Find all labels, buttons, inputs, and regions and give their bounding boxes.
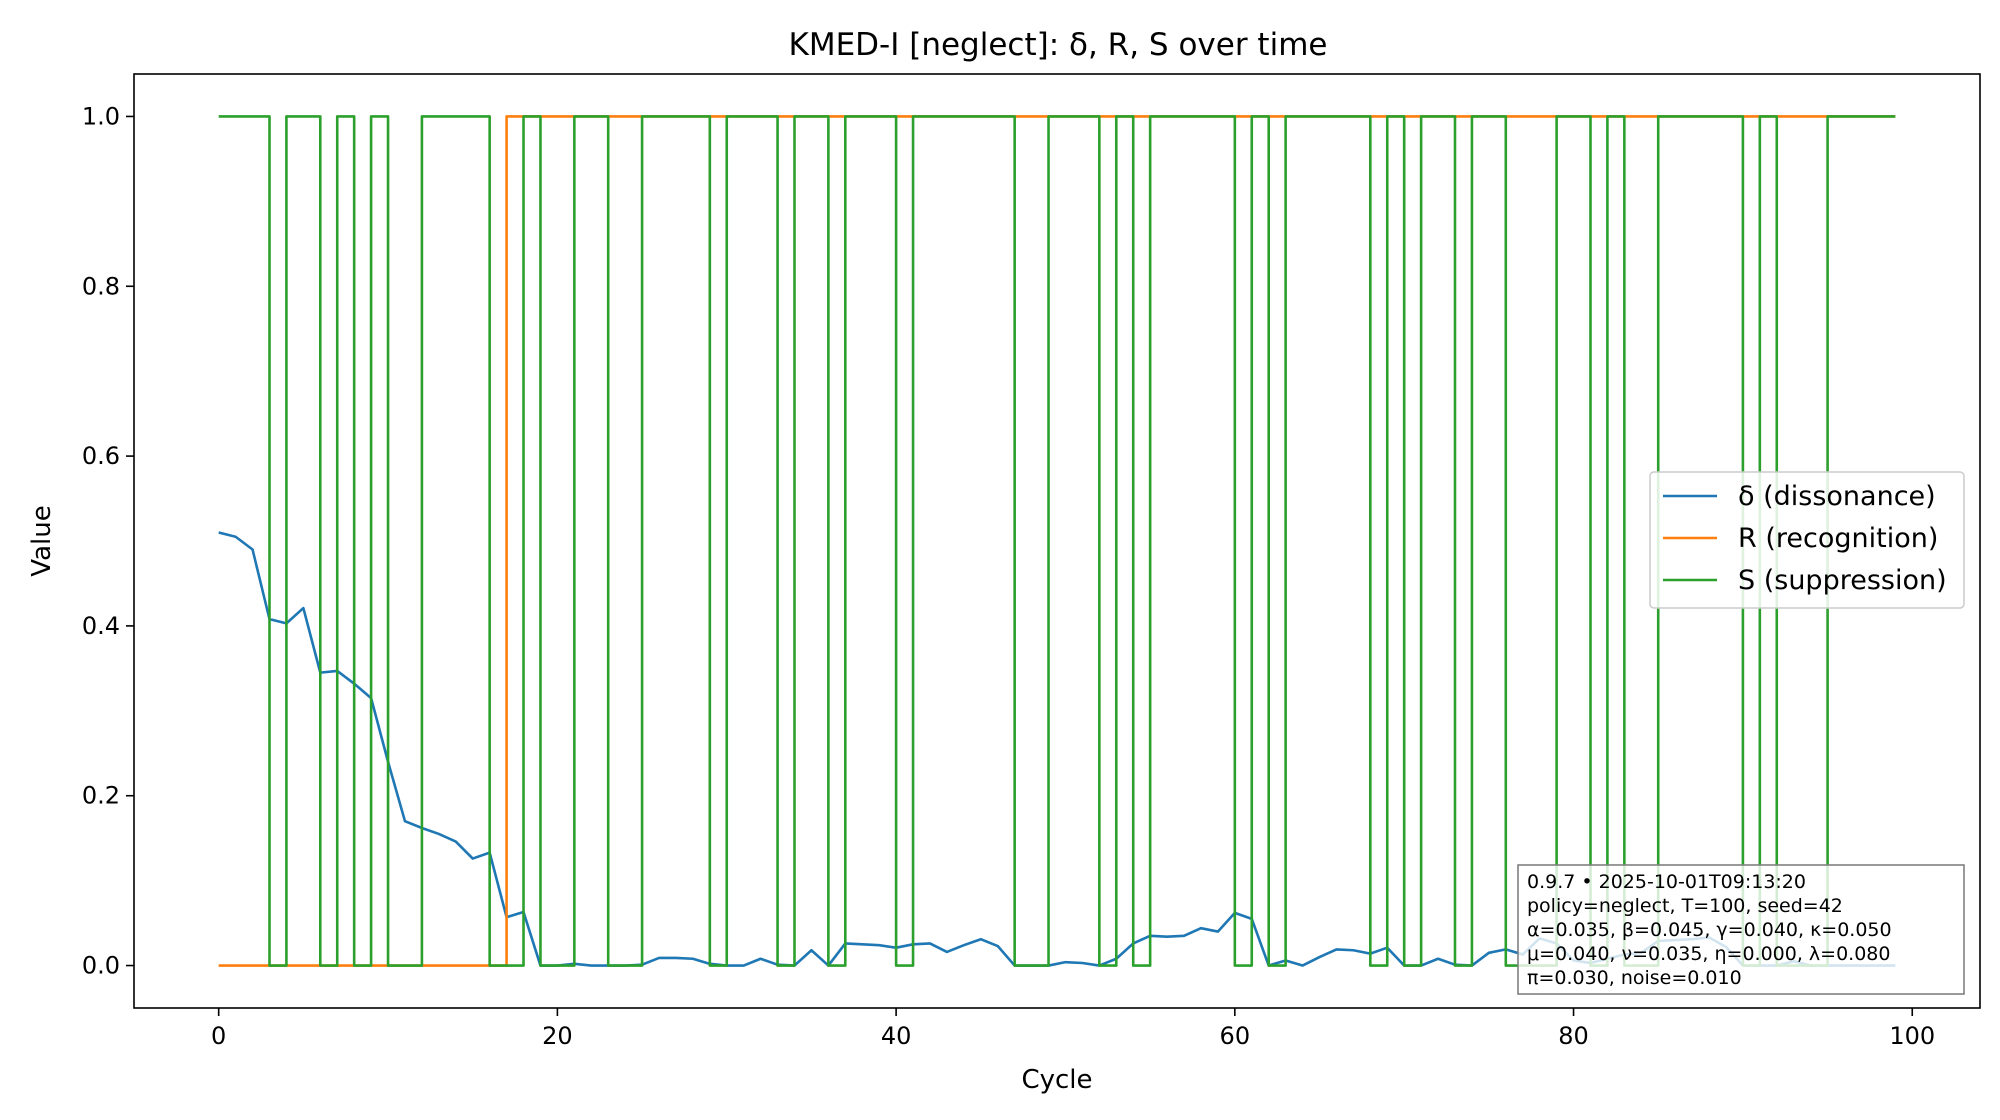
chart-title: KMED-I [neglect]: δ, R, S over time bbox=[789, 27, 1328, 63]
y-tick-label: 1.0 bbox=[82, 102, 120, 130]
x-axis-ticks: 0 20 40 60 80 100 bbox=[211, 1008, 1935, 1050]
plot-frame bbox=[133, 73, 1981, 1009]
run-info-box: 0.9.7 • 2025-10-01T09:13:20 policy=negle… bbox=[1517, 864, 1965, 995]
legend-box bbox=[1649, 471, 1965, 609]
y-tick-label: 0.4 bbox=[82, 612, 120, 640]
run-info-line-1: 0.9.7 • 2025-10-01T09:13:20 bbox=[1527, 871, 1806, 893]
x-tick-label: 0 bbox=[211, 1022, 226, 1050]
legend-label-suppression: S (suppression) bbox=[1738, 565, 1947, 596]
x-tick-label: 40 bbox=[881, 1022, 912, 1050]
y-tick-label: 0.0 bbox=[82, 952, 120, 980]
legend-label-recognition: R (recognition) bbox=[1738, 523, 1938, 554]
x-tick-label: 80 bbox=[1558, 1022, 1589, 1050]
y-axis-ticks: 0.0 0.2 0.4 0.6 0.8 1.0 bbox=[82, 102, 134, 980]
y-tick-label: 0.6 bbox=[82, 442, 120, 470]
legend-label-dissonance: δ (dissonance) bbox=[1738, 481, 1936, 512]
y-tick-label: 0.8 bbox=[82, 272, 120, 300]
run-info-line-5: π=0.030, noise=0.010 bbox=[1527, 967, 1742, 989]
x-axis-label: Cycle bbox=[1021, 1065, 1092, 1095]
x-tick-label: 60 bbox=[1220, 1022, 1251, 1050]
run-info-frame bbox=[1517, 864, 1965, 995]
x-tick-label: 20 bbox=[542, 1022, 573, 1050]
run-info-line-2: policy=neglect, T=100, seed=42 bbox=[1527, 895, 1843, 917]
run-info-line-4: μ=0.040, ν=0.035, η=0.000, λ=0.080 bbox=[1527, 943, 1890, 965]
y-axis-label: Value bbox=[27, 505, 57, 576]
legend: δ (dissonance) R (recognition) S (suppre… bbox=[1649, 471, 1965, 609]
run-info-line-3: α=0.035, β=0.045, γ=0.040, κ=0.050 bbox=[1527, 919, 1892, 941]
y-tick-label: 0.2 bbox=[82, 782, 120, 810]
x-tick-label: 100 bbox=[1889, 1022, 1935, 1050]
